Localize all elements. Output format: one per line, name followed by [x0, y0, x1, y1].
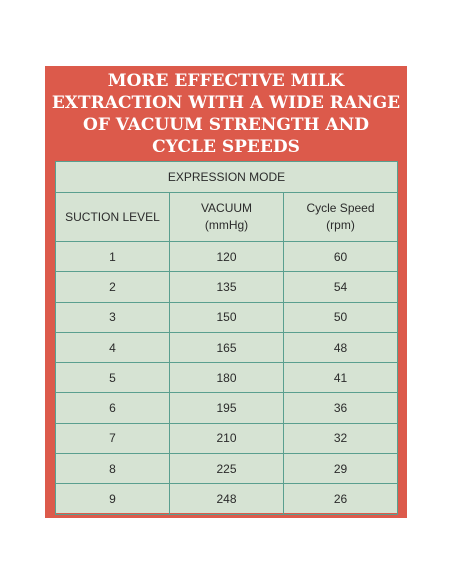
table-mode-row: EXPRESSION MODE: [55, 161, 398, 193]
vacuum-cell: 150: [169, 301, 284, 333]
title-line: OF VACUUM STRENGTH AND: [83, 115, 369, 135]
title-line: CYCLE SPEEDS: [152, 137, 300, 157]
column-header-unit: (mmHg): [204, 218, 249, 232]
vacuum-cell: 120: [169, 240, 284, 273]
suction-level-cell: 6: [55, 392, 170, 424]
title-line: EXTRACTION WITH A WIDE RANGE: [51, 93, 401, 113]
table-row: 9 248 26: [55, 483, 398, 515]
vacuum-cell: 180: [169, 362, 284, 394]
table-row: 2 135 54: [55, 271, 398, 303]
suction-level-cell: 7: [55, 422, 170, 455]
table-row: 1 120 60: [55, 240, 398, 273]
suction-level-cell: 4: [55, 331, 170, 364]
table-row: 8 225 29: [55, 453, 398, 485]
table-row: 4 165 48: [55, 331, 398, 364]
vacuum-cell: 248: [169, 483, 284, 515]
suction-level-cell: 2: [55, 271, 170, 303]
table-row: 5 180 41: [55, 362, 398, 394]
column-header-suction-level: SUCTION LEVEL: [55, 192, 170, 242]
vacuum-cell: 210: [169, 422, 284, 455]
vacuum-cell: 135: [169, 271, 284, 303]
cycle-speed-cell: 36: [283, 392, 398, 424]
column-header-unit: (rpm): [326, 218, 355, 232]
column-header-line: VACUUM: [200, 201, 253, 215]
card-title: MORE EFFECTIVE MILK EXTRACTION WITH A WI…: [45, 70, 407, 158]
mode-header: EXPRESSION MODE: [55, 161, 398, 193]
vacuum-cell: 165: [169, 331, 284, 364]
expression-mode-table: EXPRESSION MODE SUCTION LEVEL VACUUM (mm…: [55, 161, 398, 515]
cycle-speed-cell: 29: [283, 453, 398, 485]
cycle-speed-cell: 54: [283, 271, 398, 303]
cycle-speed-cell: 26: [283, 483, 398, 515]
cycle-speed-cell: 50: [283, 301, 398, 333]
cycle-speed-cell: 48: [283, 331, 398, 364]
suction-level-cell: 9: [55, 483, 170, 515]
suction-level-cell: 3: [55, 301, 170, 333]
suction-level-cell: 8: [55, 453, 170, 485]
column-header-line: Cycle Speed: [306, 201, 375, 215]
cycle-speed-cell: 41: [283, 362, 398, 394]
title-line: MORE EFFECTIVE MILK: [107, 71, 345, 91]
vacuum-cell: 195: [169, 392, 284, 424]
vacuum-cell: 225: [169, 453, 284, 485]
table-row: 6 195 36: [55, 392, 398, 424]
info-card: MORE EFFECTIVE MILK EXTRACTION WITH A WI…: [45, 66, 407, 518]
column-header-vacuum: VACUUM (mmHg): [169, 192, 284, 242]
cycle-speed-cell: 60: [283, 240, 398, 273]
suction-level-cell: 1: [55, 240, 170, 273]
expression-mode-table-container: EXPRESSION MODE SUCTION LEVEL VACUUM (mm…: [55, 161, 398, 515]
suction-level-cell: 5: [55, 362, 170, 394]
cycle-speed-cell: 32: [283, 422, 398, 455]
table-row: 7 210 32: [55, 422, 398, 455]
column-header-line: SUCTION LEVEL: [65, 209, 160, 224]
table-header-row: SUCTION LEVEL VACUUM (mmHg) Cycle Speed …: [55, 192, 398, 242]
table-row: 3 150 50: [55, 301, 398, 333]
column-header-cycle-speed: Cycle Speed (rpm): [283, 192, 398, 242]
